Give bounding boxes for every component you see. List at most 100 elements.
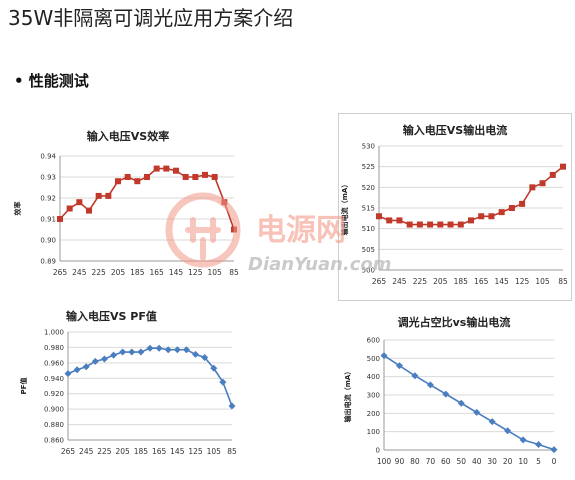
efficiency-chart: 输入电压VS效率 0.89 0.90 0.91 0.92 0.93 0.94 265 245 2… — [8, 118, 248, 283]
data-point — [173, 167, 179, 174]
y-tick-label: 520 — [362, 184, 375, 192]
x-tick-label: 125 — [515, 277, 530, 286]
x-tick-label: 265 — [61, 447, 76, 456]
data-point — [437, 221, 444, 228]
chart-title: 调光占空比vs输出电流 — [397, 316, 511, 329]
x-tick-label: 265 — [372, 277, 387, 286]
data-point — [395, 362, 403, 370]
x-tick-label: 5 — [536, 457, 541, 466]
y-tick-label: 0.91 — [40, 216, 56, 224]
x-tick-label: 85 — [558, 277, 568, 286]
y-axis-title: PF值 — [19, 378, 28, 395]
data-point — [211, 174, 218, 180]
data-point — [64, 370, 72, 378]
data-point — [539, 180, 546, 187]
section-heading: • 性能测试 — [14, 72, 89, 90]
data-point — [376, 213, 382, 220]
x-tick-label: 85 — [229, 268, 239, 277]
data-point — [182, 174, 189, 180]
y-tick-label: 0.940 — [44, 375, 64, 383]
data-point — [498, 209, 505, 216]
data-point — [73, 366, 81, 374]
y-tick-label: 200 — [367, 410, 380, 418]
data-point — [192, 174, 199, 180]
data-point — [192, 350, 200, 358]
x-tick-label: 245 — [72, 268, 87, 277]
y-tick-label: 100 — [367, 428, 380, 436]
x-tick-label: 125 — [188, 268, 203, 277]
dimming-chart: 调光占空比vs输出电流 0 100 200 300 400 500 600 100 90 80 70… — [338, 308, 570, 476]
data-point — [549, 171, 556, 178]
data-point — [411, 372, 419, 380]
x-tick-label: 85 — [227, 447, 237, 456]
data-point — [146, 344, 154, 352]
data-point — [426, 381, 434, 389]
pf-chart: 输入电压VS PF值 0.860 0.880 0.900 0.920 0.940 0.96… — [8, 300, 240, 468]
x-tick-label: 205 — [433, 277, 448, 286]
y-tick-label: 510 — [362, 225, 375, 233]
data-point — [380, 352, 388, 360]
chart-title: 输入电压VS效率 — [86, 130, 170, 143]
x-tick-label: 90 — [395, 457, 405, 466]
y-tick-label: 530 — [362, 143, 375, 151]
x-tick-label: 100 — [377, 457, 392, 466]
data-point — [488, 418, 496, 426]
y-tick-label: 400 — [367, 373, 380, 381]
x-tick-label: 145 — [170, 447, 185, 456]
data-point — [201, 353, 209, 361]
data-point — [442, 390, 450, 398]
x-tick-label: 80 — [410, 457, 420, 466]
data-point — [228, 402, 236, 410]
x-tick-label: 10 — [518, 457, 528, 466]
x-tick-label: 105 — [208, 268, 223, 277]
x-tick-label: 225 — [92, 268, 107, 277]
y-tick-label: 0.860 — [44, 437, 64, 445]
y-axis-title: 效率 — [13, 202, 22, 216]
x-tick-label: 0 — [552, 457, 557, 466]
data-point — [119, 348, 127, 356]
y-tick-label: 515 — [362, 205, 375, 213]
data-point — [128, 348, 136, 356]
data-point — [473, 408, 481, 416]
current-chart: 输入电压VS输出电流 500 505 510 515 520 525 530 265 245 22… — [338, 113, 572, 301]
data-point — [427, 221, 434, 228]
pf-plot: 0.860 0.880 0.900 0.920 0.940 0.960 0.980 1.000… — [19, 329, 237, 457]
x-tick-label: 225 — [413, 277, 428, 286]
data-point — [115, 178, 121, 185]
data-point — [124, 174, 131, 180]
data-point — [508, 205, 515, 211]
x-tick-label: 145 — [169, 268, 184, 277]
data-point — [504, 427, 512, 435]
data-point — [202, 171, 208, 178]
x-tick-label: 185 — [134, 447, 149, 456]
y-tick-label: 600 — [367, 337, 380, 345]
x-tick-label: 30 — [487, 457, 497, 466]
x-tick-label: 165 — [150, 268, 165, 277]
data-point — [478, 213, 485, 220]
data-point — [86, 207, 92, 214]
data-point — [66, 205, 73, 212]
y-tick-label: 500 — [367, 355, 380, 363]
data-point — [100, 355, 108, 363]
y-tick-label: 300 — [367, 392, 380, 400]
x-tick-label: 105 — [535, 277, 550, 286]
data-point — [110, 351, 118, 359]
data-point — [82, 363, 90, 371]
y-tick-label: 0.94 — [40, 153, 56, 161]
data-point — [231, 226, 237, 233]
series-line — [383, 354, 555, 451]
y-tick-label: 0.880 — [44, 421, 64, 429]
data-point — [219, 378, 227, 386]
data-point — [406, 221, 413, 228]
data-point — [457, 221, 464, 228]
watermark-cn: 电源网 — [256, 213, 346, 248]
data-point — [144, 174, 150, 180]
y-tick-label: 0.89 — [40, 258, 56, 266]
x-tick-label: 105 — [207, 447, 222, 456]
y-tick-label: 0.93 — [40, 174, 56, 182]
y-tick-label: 505 — [362, 246, 375, 254]
data-point — [153, 165, 160, 172]
data-point — [221, 199, 228, 206]
x-tick-label: 20 — [503, 457, 513, 466]
x-tick-label: 125 — [188, 447, 203, 456]
